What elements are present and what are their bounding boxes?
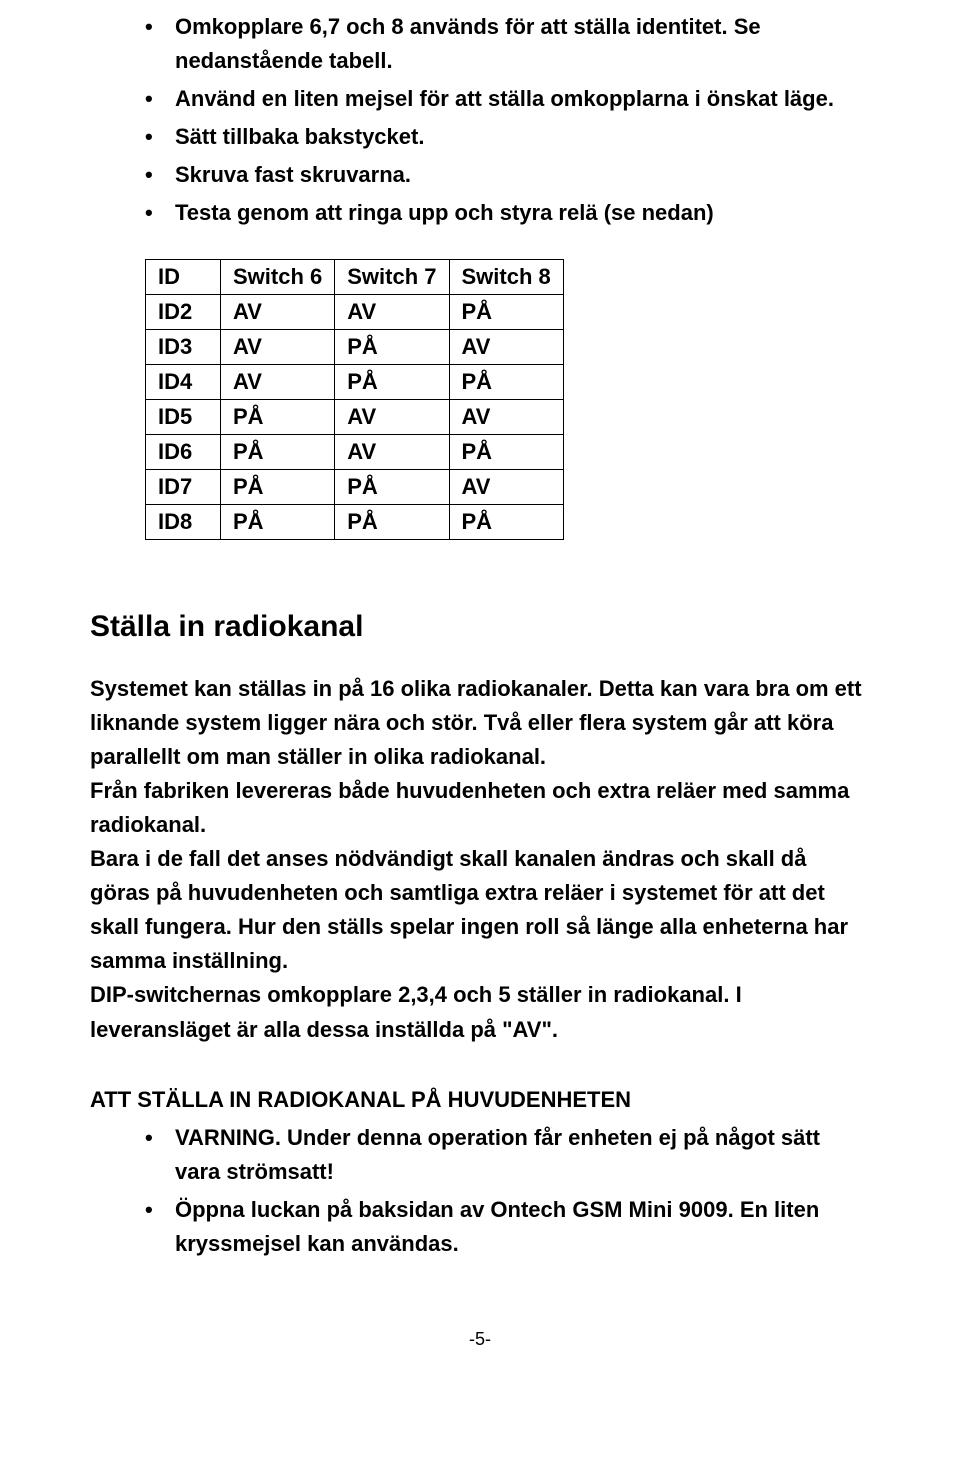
list-item: Öppna luckan på baksidan av Ontech GSM M… xyxy=(145,1193,870,1261)
table-cell: AV xyxy=(335,434,449,469)
table-cell: PÅ xyxy=(335,504,449,539)
bullet-list-top: Omkopplare 6,7 och 8 används för att stä… xyxy=(90,10,870,231)
table-cell: PÅ xyxy=(221,399,335,434)
table-header: Switch 8 xyxy=(449,259,563,294)
table-cell: PÅ xyxy=(335,469,449,504)
table-cell: PÅ xyxy=(449,364,563,399)
table-cell: AV xyxy=(449,469,563,504)
body-text: Systemet kan ställas in på 16 olika radi… xyxy=(90,672,870,1047)
page-number: -5- xyxy=(90,1289,870,1350)
table-cell: ID2 xyxy=(146,294,221,329)
table-cell: PÅ xyxy=(449,504,563,539)
table-cell: AV xyxy=(221,364,335,399)
table-row: ID4 AV PÅ PÅ xyxy=(146,364,564,399)
table-row: ID3 AV PÅ AV xyxy=(146,329,564,364)
table-header: ID xyxy=(146,259,221,294)
table-header: Switch 6 xyxy=(221,259,335,294)
list-item: Omkopplare 6,7 och 8 används för att stä… xyxy=(145,10,870,78)
table-header-row: ID Switch 6 Switch 7 Switch 8 xyxy=(146,259,564,294)
paragraph: Systemet kan ställas in på 16 olika radi… xyxy=(90,672,870,774)
table-row: ID6 PÅ AV PÅ xyxy=(146,434,564,469)
table-cell: PÅ xyxy=(335,364,449,399)
table-cell: PÅ xyxy=(221,469,335,504)
table-cell: AV xyxy=(449,399,563,434)
table-cell: ID6 xyxy=(146,434,221,469)
table-cell: AV xyxy=(221,294,335,329)
list-item: VARNING. Under denna operation får enhet… xyxy=(145,1121,870,1189)
paragraph: Från fabriken levereras både huvudenhete… xyxy=(90,774,870,842)
table-row: ID8 PÅ PÅ PÅ xyxy=(146,504,564,539)
document-page: Omkopplare 6,7 och 8 används för att stä… xyxy=(0,0,960,1477)
subheading-radiokanal-huvudenhet: ATT STÄLLA IN RADIOKANAL PÅ HUVUDENHETEN xyxy=(90,1087,870,1113)
table-cell: ID8 xyxy=(146,504,221,539)
list-item: Skruva fast skruvarna. xyxy=(145,158,870,192)
table-row: ID7 PÅ PÅ AV xyxy=(146,469,564,504)
table-row: ID5 PÅ AV AV xyxy=(146,399,564,434)
table-cell: PÅ xyxy=(221,504,335,539)
table-cell: PÅ xyxy=(449,294,563,329)
table-cell: ID7 xyxy=(146,469,221,504)
paragraph: Bara i de fall det anses nödvändigt skal… xyxy=(90,842,870,978)
table-cell: AV xyxy=(449,329,563,364)
list-item: Använd en liten mejsel för att ställa om… xyxy=(145,82,870,116)
bullet-list-bottom: VARNING. Under denna operation får enhet… xyxy=(90,1121,870,1261)
table-cell: ID4 xyxy=(146,364,221,399)
table-cell: PÅ xyxy=(221,434,335,469)
switch-identity-table: ID Switch 6 Switch 7 Switch 8 ID2 AV AV … xyxy=(145,259,564,540)
table-cell: AV xyxy=(335,399,449,434)
table-cell: PÅ xyxy=(449,434,563,469)
table-cell: ID3 xyxy=(146,329,221,364)
table-cell: ID5 xyxy=(146,399,221,434)
paragraph: DIP-switchernas omkopplare 2,3,4 och 5 s… xyxy=(90,978,870,1046)
table-cell: AV xyxy=(221,329,335,364)
table-header: Switch 7 xyxy=(335,259,449,294)
table-cell: PÅ xyxy=(335,329,449,364)
section-heading-radiokanal: Ställa in radiokanal xyxy=(90,610,870,644)
table-cell: AV xyxy=(335,294,449,329)
list-item: Sätt tillbaka bakstycket. xyxy=(145,120,870,154)
list-item: Testa genom att ringa upp och styra relä… xyxy=(145,196,870,230)
table-row: ID2 AV AV PÅ xyxy=(146,294,564,329)
